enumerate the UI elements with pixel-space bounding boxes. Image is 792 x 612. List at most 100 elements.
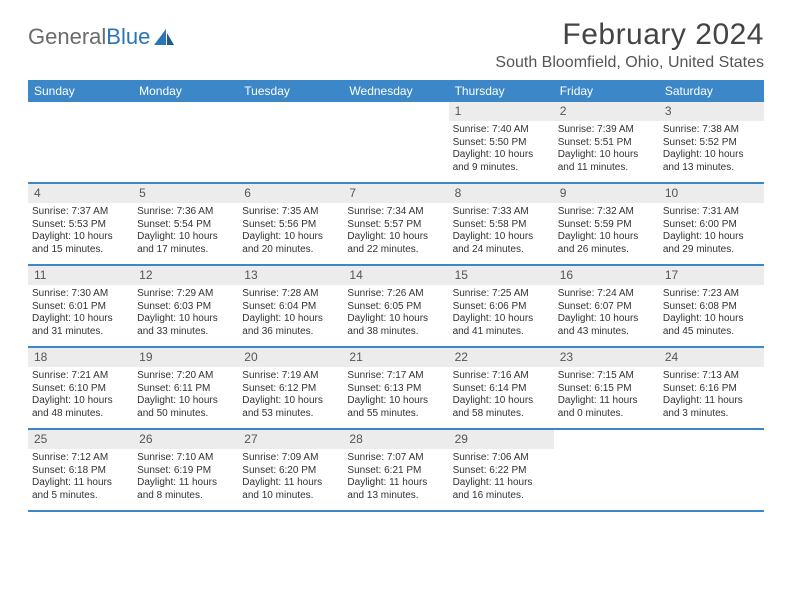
day-cell xyxy=(133,102,238,182)
day-number: 2 xyxy=(554,102,659,121)
calendar-page: GeneralBlue February 2024 South Bloomfie… xyxy=(0,0,792,512)
day-number: 15 xyxy=(449,266,554,285)
day-header-row: Sunday Monday Tuesday Wednesday Thursday… xyxy=(28,80,764,102)
daylight-text: Daylight: 10 hours and 15 minutes. xyxy=(32,231,129,256)
sunrise-text: Sunrise: 7:12 AM xyxy=(32,452,129,465)
daylight-text: Daylight: 11 hours and 8 minutes. xyxy=(137,477,234,502)
daylight-text: Daylight: 10 hours and 55 minutes. xyxy=(347,395,444,420)
day-cell: 5Sunrise: 7:36 AMSunset: 5:54 PMDaylight… xyxy=(133,184,238,264)
week-row: 25Sunrise: 7:12 AMSunset: 6:18 PMDayligh… xyxy=(28,430,764,512)
daylight-text: Daylight: 10 hours and 38 minutes. xyxy=(347,313,444,338)
day-number: 8 xyxy=(449,184,554,203)
day-number: 17 xyxy=(659,266,764,285)
week-row: 4Sunrise: 7:37 AMSunset: 5:53 PMDaylight… xyxy=(28,184,764,266)
day-cell: 3Sunrise: 7:38 AMSunset: 5:52 PMDaylight… xyxy=(659,102,764,182)
daylight-text: Daylight: 10 hours and 29 minutes. xyxy=(663,231,760,256)
sunrise-text: Sunrise: 7:24 AM xyxy=(558,288,655,301)
day-cell: 11Sunrise: 7:30 AMSunset: 6:01 PMDayligh… xyxy=(28,266,133,346)
day-number: 29 xyxy=(449,430,554,449)
day-cell: 2Sunrise: 7:39 AMSunset: 5:51 PMDaylight… xyxy=(554,102,659,182)
day-cell xyxy=(238,102,343,182)
logo-sail-icon xyxy=(152,27,176,47)
day-cell: 13Sunrise: 7:28 AMSunset: 6:04 PMDayligh… xyxy=(238,266,343,346)
day-number xyxy=(133,102,238,106)
daylight-text: Daylight: 10 hours and 33 minutes. xyxy=(137,313,234,338)
day-cell xyxy=(28,102,133,182)
daylight-text: Daylight: 11 hours and 5 minutes. xyxy=(32,477,129,502)
sunset-text: Sunset: 5:59 PM xyxy=(558,219,655,232)
location-label: South Bloomfield, Ohio, United States xyxy=(495,54,764,72)
day-cell: 12Sunrise: 7:29 AMSunset: 6:03 PMDayligh… xyxy=(133,266,238,346)
day-number: 23 xyxy=(554,348,659,367)
sunrise-text: Sunrise: 7:20 AM xyxy=(137,370,234,383)
day-number xyxy=(238,102,343,106)
daylight-text: Daylight: 11 hours and 0 minutes. xyxy=(558,395,655,420)
day-number: 14 xyxy=(343,266,448,285)
dayhead-tue: Tuesday xyxy=(238,80,343,102)
daylight-text: Daylight: 10 hours and 22 minutes. xyxy=(347,231,444,256)
sunrise-text: Sunrise: 7:09 AM xyxy=(242,452,339,465)
daylight-text: Daylight: 10 hours and 43 minutes. xyxy=(558,313,655,338)
day-cell: 9Sunrise: 7:32 AMSunset: 5:59 PMDaylight… xyxy=(554,184,659,264)
day-cell: 27Sunrise: 7:09 AMSunset: 6:20 PMDayligh… xyxy=(238,430,343,510)
sunset-text: Sunset: 6:16 PM xyxy=(663,383,760,396)
day-cell: 28Sunrise: 7:07 AMSunset: 6:21 PMDayligh… xyxy=(343,430,448,510)
day-cell: 7Sunrise: 7:34 AMSunset: 5:57 PMDaylight… xyxy=(343,184,448,264)
week-row: 11Sunrise: 7:30 AMSunset: 6:01 PMDayligh… xyxy=(28,266,764,348)
daylight-text: Daylight: 10 hours and 41 minutes. xyxy=(453,313,550,338)
daylight-text: Daylight: 10 hours and 13 minutes. xyxy=(663,149,760,174)
sunset-text: Sunset: 6:04 PM xyxy=(242,301,339,314)
sunrise-text: Sunrise: 7:19 AM xyxy=(242,370,339,383)
day-cell: 29Sunrise: 7:06 AMSunset: 6:22 PMDayligh… xyxy=(449,430,554,510)
day-number: 18 xyxy=(28,348,133,367)
day-number: 28 xyxy=(343,430,448,449)
sunrise-text: Sunrise: 7:13 AM xyxy=(663,370,760,383)
daylight-text: Daylight: 10 hours and 48 minutes. xyxy=(32,395,129,420)
sunrise-text: Sunrise: 7:33 AM xyxy=(453,206,550,219)
day-number: 3 xyxy=(659,102,764,121)
sunrise-text: Sunrise: 7:34 AM xyxy=(347,206,444,219)
dayhead-sun: Sunday xyxy=(28,80,133,102)
dayhead-thu: Thursday xyxy=(449,80,554,102)
daylight-text: Daylight: 10 hours and 58 minutes. xyxy=(453,395,550,420)
sunset-text: Sunset: 6:10 PM xyxy=(32,383,129,396)
sunset-text: Sunset: 5:50 PM xyxy=(453,137,550,150)
day-number: 10 xyxy=(659,184,764,203)
sunrise-text: Sunrise: 7:06 AM xyxy=(453,452,550,465)
day-number xyxy=(28,102,133,106)
sunrise-text: Sunrise: 7:15 AM xyxy=(558,370,655,383)
sunrise-text: Sunrise: 7:17 AM xyxy=(347,370,444,383)
sunset-text: Sunset: 6:03 PM xyxy=(137,301,234,314)
day-number: 6 xyxy=(238,184,343,203)
daylight-text: Daylight: 10 hours and 24 minutes. xyxy=(453,231,550,256)
daylight-text: Daylight: 10 hours and 50 minutes. xyxy=(137,395,234,420)
logo-text-blue: Blue xyxy=(106,24,150,50)
sunset-text: Sunset: 6:21 PM xyxy=(347,465,444,478)
day-number: 4 xyxy=(28,184,133,203)
day-cell xyxy=(659,430,764,510)
daylight-text: Daylight: 10 hours and 9 minutes. xyxy=(453,149,550,174)
calendar-grid: Sunday Monday Tuesday Wednesday Thursday… xyxy=(28,80,764,512)
sunset-text: Sunset: 6:06 PM xyxy=(453,301,550,314)
sunset-text: Sunset: 6:13 PM xyxy=(347,383,444,396)
sunrise-text: Sunrise: 7:16 AM xyxy=(453,370,550,383)
sunrise-text: Sunrise: 7:39 AM xyxy=(558,124,655,137)
daylight-text: Daylight: 10 hours and 26 minutes. xyxy=(558,231,655,256)
sunset-text: Sunset: 6:11 PM xyxy=(137,383,234,396)
day-cell xyxy=(343,102,448,182)
daylight-text: Daylight: 10 hours and 20 minutes. xyxy=(242,231,339,256)
daylight-text: Daylight: 10 hours and 53 minutes. xyxy=(242,395,339,420)
sunset-text: Sunset: 5:53 PM xyxy=(32,219,129,232)
day-number xyxy=(659,430,764,434)
day-number: 5 xyxy=(133,184,238,203)
day-cell: 22Sunrise: 7:16 AMSunset: 6:14 PMDayligh… xyxy=(449,348,554,428)
sunrise-text: Sunrise: 7:30 AM xyxy=(32,288,129,301)
day-number: 1 xyxy=(449,102,554,121)
sunset-text: Sunset: 6:18 PM xyxy=(32,465,129,478)
sunset-text: Sunset: 6:14 PM xyxy=(453,383,550,396)
daylight-text: Daylight: 10 hours and 17 minutes. xyxy=(137,231,234,256)
sunrise-text: Sunrise: 7:31 AM xyxy=(663,206,760,219)
day-cell: 6Sunrise: 7:35 AMSunset: 5:56 PMDaylight… xyxy=(238,184,343,264)
sunset-text: Sunset: 5:56 PM xyxy=(242,219,339,232)
daylight-text: Daylight: 11 hours and 10 minutes. xyxy=(242,477,339,502)
